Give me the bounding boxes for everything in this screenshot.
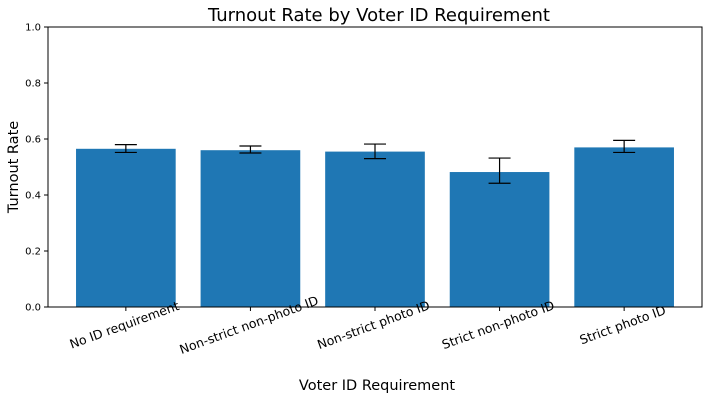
y-axis: 0.0 0.2 0.4 0.6 0.8 1.0 — [25, 23, 48, 314]
plot-frame — [47, 26, 703, 308]
y-tick-label-4: 0.6 — [25, 135, 41, 146]
bar-4 — [449, 172, 550, 307]
bar-5 — [574, 147, 674, 307]
y-tick-label-2: 0.2 — [25, 247, 41, 258]
errorbars-group — [114, 139, 636, 184]
x-tick-label-5: Strict photo ID — [577, 302, 667, 347]
y-tick-label-1: 0.0 — [25, 303, 41, 314]
y-tick-label-6: 1.0 — [25, 23, 41, 34]
y-tick-label-3: 0.4 — [25, 191, 41, 202]
bar-3 — [325, 151, 425, 307]
bar-1 — [76, 148, 176, 307]
bar-2 — [200, 150, 301, 307]
y-axis-label: Turnout Rate — [6, 121, 22, 214]
x-axis-label: Voter ID Requirement — [299, 378, 455, 394]
chart-title: Turnout Rate by Voter ID Requirement — [207, 5, 550, 26]
bars-group — [76, 147, 674, 307]
y-tick-label-5: 0.8 — [25, 79, 41, 90]
